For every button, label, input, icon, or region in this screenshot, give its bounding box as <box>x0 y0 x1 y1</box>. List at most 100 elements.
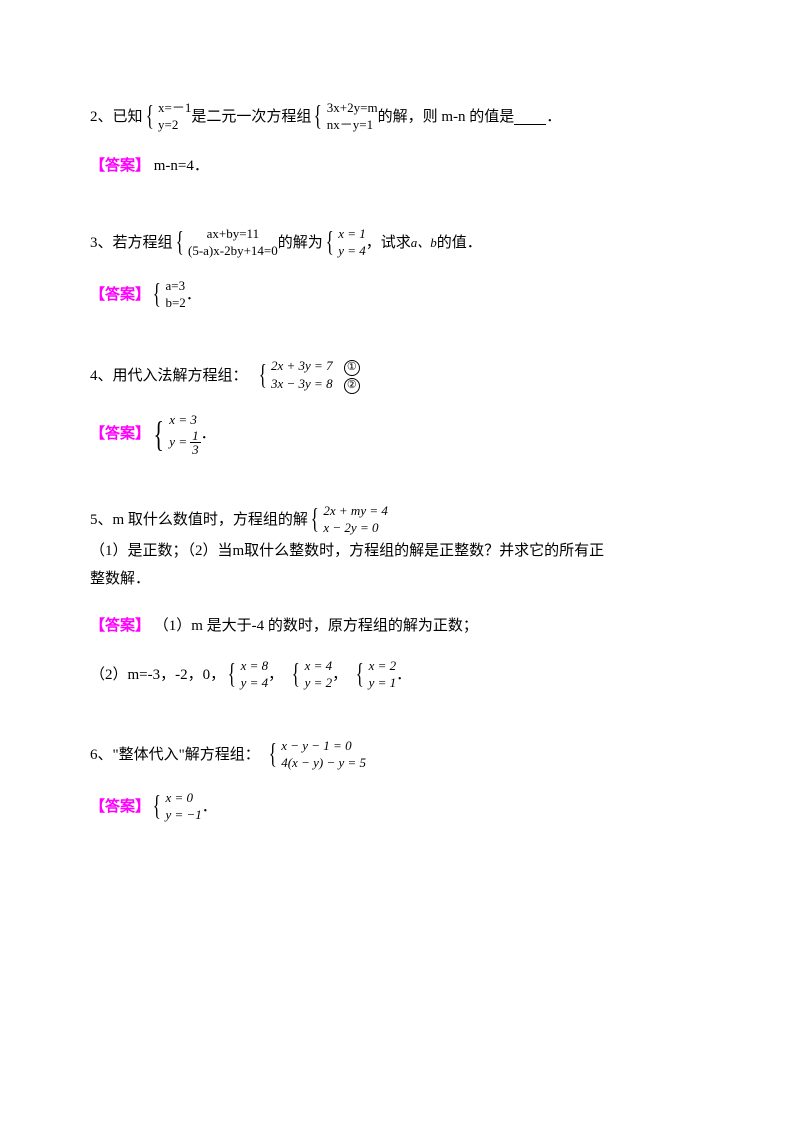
frac-num: 1 <box>190 429 201 444</box>
brace-icon: { <box>268 741 276 769</box>
p5-sys-r2: x − 2y = 0 <box>323 520 387 537</box>
p4-ans-r2a: y = <box>169 434 187 451</box>
p6-sys-r2: 4(x − y) − y = 5 <box>281 755 366 772</box>
p6-sys-r1: x − y − 1 = 0 <box>281 738 366 755</box>
problem-4-question: 4、 用代入法解方程组： { 2x + 3y = 7 ① 3x − 3y = 8… <box>90 358 704 394</box>
brace-icon: { <box>311 506 319 534</box>
p5-num: 5、 <box>90 506 113 535</box>
p2-system-2: { 3x+2y=m nx－y=1 <box>311 100 377 134</box>
p6-num: 6、 <box>90 741 113 770</box>
brace-icon: { <box>228 661 236 689</box>
p2-sys1-r1: x=－1 <box>158 100 191 117</box>
period: ． <box>396 661 411 690</box>
p5-s3-r2: y = 1 <box>369 675 397 692</box>
p3-sys1-r2: (5-a)x-2by+14=0 <box>188 243 278 260</box>
circle-two-icon: ② <box>344 378 360 394</box>
p4-ans-tail: ． <box>201 420 216 449</box>
p5-s3-r1: x = 2 <box>369 658 397 675</box>
p4-answer-system: { x = 3 y = 1 3 <box>150 412 201 457</box>
answer-label: 【答案】 <box>90 158 150 174</box>
p2-sys1-r2: y=2 <box>158 117 191 134</box>
p2-answer-text: m-n=4． <box>154 158 209 174</box>
p3-answer-system: { a=3 b=2 <box>150 278 186 312</box>
p6-answer-system: { x = 0 y = −1 <box>150 790 202 824</box>
p3-system-2: { x = 1 y = 4 <box>323 226 366 260</box>
fraction: 1 3 <box>190 429 201 457</box>
page: 2、 已知 { x=－1 y=2 是二元一次方程组 { 3x+2y=m nx－y… <box>0 0 794 930</box>
brace-icon: { <box>356 661 364 689</box>
answer-label: 【答案】 <box>90 793 150 822</box>
p6-ans-r2: y = −1 <box>165 807 201 824</box>
problem-2: 2、 已知 { x=－1 y=2 是二元一次方程组 { 3x+2y=m nx－y… <box>90 100 704 180</box>
p5-system: { 2x + my = 4 x − 2y = 0 <box>308 503 388 537</box>
p3-ans-r2: b=2 <box>165 295 185 312</box>
brace-icon: { <box>145 103 153 131</box>
p6-ans-r1: x = 0 <box>165 790 201 807</box>
brace-icon: { <box>325 229 333 257</box>
p2-t1: 已知 <box>113 103 143 132</box>
problem-6-answer: 【答案】 { x = 0 y = −1 ． <box>90 790 704 824</box>
p5-s1-r2: y = 4 <box>241 675 269 692</box>
p5-sol-2: { x = 4 y = 2 <box>289 658 332 692</box>
p6-system: { x − y − 1 = 0 4(x − y) − y = 5 <box>266 738 366 772</box>
p5-s2-r2: y = 2 <box>305 675 333 692</box>
brace-icon: { <box>258 362 266 390</box>
p4-ans-r1: x = 3 <box>169 412 200 429</box>
p2-t3: 的解，则 m-n 的值是 <box>378 103 515 132</box>
p2-t2: 是二元一次方程组 <box>191 103 311 132</box>
problem-6-question: 6、 "整体代入"解方程组： { x − y − 1 = 0 4(x − y) … <box>90 738 704 772</box>
blank-line <box>514 109 546 125</box>
p3-t1: 若方程组 <box>113 229 173 258</box>
problem-5-question: 5、 m 取什么数值时，方程组的解 { 2x + my = 4 x − 2y =… <box>90 503 704 537</box>
problem-2-answer: 【答案】 m-n=4． <box>90 152 704 181</box>
p2-t4: ． <box>546 103 561 132</box>
p5-q2: 整数解． <box>90 565 704 594</box>
problem-4: 4、 用代入法解方程组： { 2x + 3y = 7 ① 3x − 3y = 8… <box>90 358 704 457</box>
p3-sys2-r1: x = 1 <box>338 226 366 243</box>
p6-t1: "整体代入"解方程组： <box>113 741 260 770</box>
brace-icon: { <box>153 281 161 309</box>
p5-sol-1: { x = 8 y = 4 <box>225 658 268 692</box>
p6-ans-tail: ． <box>202 793 217 822</box>
p4-ans-r2: y = 1 3 <box>169 429 200 457</box>
frac-den: 3 <box>190 443 201 457</box>
p4-t1: 用代入法解方程组： <box>113 362 248 391</box>
p4-system: { 2x + 3y = 7 ① 3x − 3y = 8 ② <box>256 358 360 394</box>
problem-5-answer-2: （2）m=-3，-2，0， { x = 8 y = 4 ， { x = 4 y … <box>90 658 704 692</box>
p3-vars: a、b <box>411 231 437 256</box>
p5-q1: （1）是正数；（2）当m取什么整数时，方程组的解是正整数？并求它的所有正 <box>90 537 704 566</box>
answer-label: 【答案】 <box>90 281 150 310</box>
brace-icon: { <box>153 793 161 821</box>
brace-icon: { <box>314 103 322 131</box>
brace-icon: { <box>292 661 300 689</box>
circle-one-icon: ① <box>344 360 360 376</box>
answer-label: 【答案】 <box>90 618 150 634</box>
p3-t2: 的解为 <box>278 229 323 258</box>
p5-ans2a: （2）m=-3，-2，0， <box>90 661 225 690</box>
problem-5-answer-1: 【答案】 （1）m 是大于-4 的数时，原方程组的解为正数； <box>90 612 704 641</box>
p3-ans-tail: ． <box>186 281 201 310</box>
p5-sys-r1: 2x + my = 4 <box>323 503 387 520</box>
p4-sys-row1: 2x + 3y = 7 ① <box>271 358 360 376</box>
p5-t1: m 取什么数值时，方程组的解 <box>113 506 308 535</box>
problem-4-answer: 【答案】 { x = 3 y = 1 3 ． <box>90 412 704 457</box>
p3-t4: 的值． <box>437 229 482 258</box>
problem-5: 5、 m 取什么数值时，方程组的解 { 2x + my = 4 x − 2y =… <box>90 503 704 692</box>
problem-3: 3、 若方程组 { ax+by=11 (5-a)x-2by+14=0 的解为 {… <box>90 226 704 312</box>
p3-num: 3、 <box>90 229 113 258</box>
p2-sys2-r1: 3x+2y=m <box>327 100 378 117</box>
p4-sys-r2: 3x − 3y = 8 <box>271 376 333 391</box>
comma: ， <box>332 661 347 690</box>
p2-sys2-r2: nx－y=1 <box>327 117 378 134</box>
p3-sys2-r2: y = 4 <box>338 243 366 260</box>
p3-sys1-r1: ax+by=11 <box>188 226 278 243</box>
brace-icon: { <box>175 229 183 257</box>
p3-ans-r1: a=3 <box>165 278 185 295</box>
problem-6: 6、 "整体代入"解方程组： { x − y − 1 = 0 4(x − y) … <box>90 738 704 824</box>
p5-ans1: （1）m 是大于-4 的数时，原方程组的解为正数； <box>154 618 478 634</box>
p2-num: 2、 <box>90 103 113 132</box>
p5-s1-r1: x = 8 <box>241 658 269 675</box>
p3-system-1: { ax+by=11 (5-a)x-2by+14=0 <box>173 226 278 260</box>
problem-3-answer: 【答案】 { a=3 b=2 ． <box>90 278 704 312</box>
comma: ， <box>268 661 283 690</box>
